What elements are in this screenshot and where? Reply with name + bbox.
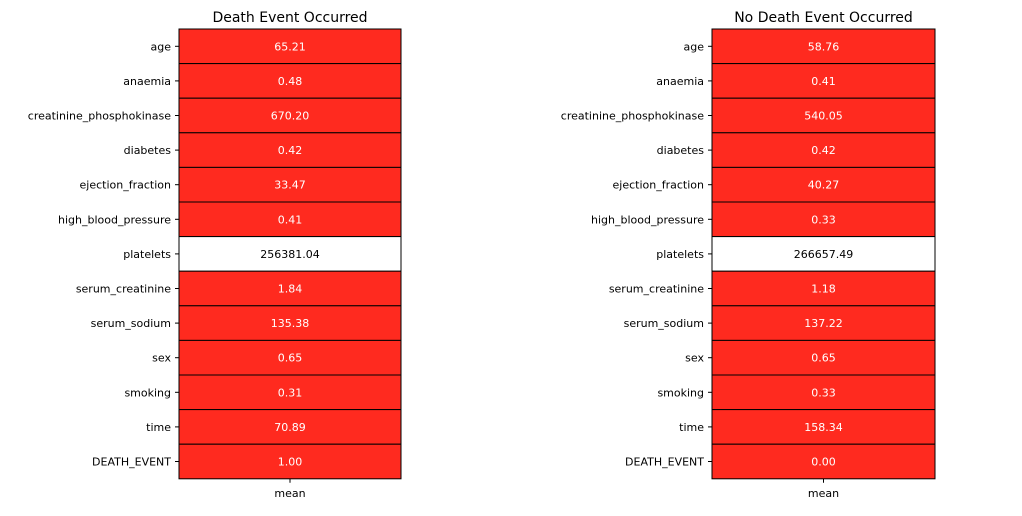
cell-value-age: 65.21 [274,40,306,53]
y-tick-label-anaemia: anaemia [656,75,704,88]
heatmap-cell-time [711,409,936,445]
x-tick-label-mean: mean [274,487,305,500]
y-tick-label-serum-sodium: serum_sodium [91,317,171,330]
y-tick-label-smoking: smoking [124,386,171,399]
cell-value-age: 58.76 [808,40,840,53]
y-tick-label-age: age [151,40,172,53]
y-tick-label-sex: sex [152,352,171,365]
y-tick-label-serum-sodium: serum_sodium [624,317,704,330]
cell-value-serum-sodium: 137.22 [804,317,843,330]
heatmap-cell-time [178,409,402,445]
cell-value-serum-creatinine: 1.84 [278,283,303,296]
cell-value-high-blood-pressure: 0.41 [278,213,303,226]
chart-title: No Death Event Occurred [734,10,913,26]
y-tick-label-age: age [684,40,705,53]
cell-value-time: 158.34 [804,421,843,434]
y-tick-label-time: time [679,421,704,434]
heatmap-cell-serum-sodium [711,305,936,341]
x-tick-label-mean: mean [808,487,839,500]
cell-value-creatinine-phosphokinase: 540.05 [804,110,843,123]
y-tick-label-platelets: platelets [123,248,171,261]
cell-value-ejection-fraction: 40.27 [808,179,840,192]
cell-value-diabetes: 0.42 [811,144,836,157]
heatmap-cell-anaemia [178,63,402,99]
cell-value-sex: 0.65 [811,352,836,365]
cell-value-platelets: 256381.04 [260,248,320,261]
heatmap-cell-sex [178,339,402,376]
heatmap-cell-high-blood-pressure [711,201,936,238]
cell-value-high-blood-pressure: 0.33 [811,213,836,226]
chart-title: Death Event Occurred [212,10,367,26]
cell-value-anaemia: 0.41 [811,75,836,88]
cell-value-death-event: 1.00 [278,456,303,469]
y-tick-label-smoking: smoking [657,386,704,399]
cell-value-serum-creatinine: 1.18 [811,283,836,296]
heatmap-cell-smoking [178,374,402,411]
y-tick-label-ejection-fraction: ejection_fraction [613,179,704,192]
y-tick-label-anaemia: anaemia [123,75,171,88]
y-tick-label-high-blood-pressure: high_blood_pressure [58,213,171,226]
cell-value-serum-sodium: 135.38 [271,317,310,330]
cell-value-platelets: 266657.49 [794,248,854,261]
y-tick-label-diabetes: diabetes [657,144,705,157]
y-tick-label-ejection-fraction: ejection_fraction [80,179,171,192]
heatmap-cell-diabetes [711,132,936,168]
heatmap-cell-high-blood-pressure [178,201,402,238]
y-tick-label-high-blood-pressure: high_blood_pressure [591,213,704,226]
cell-value-ejection-fraction: 33.47 [274,179,306,192]
y-tick-label-serum-creatinine: serum_creatinine [609,283,704,296]
y-tick-label-death-event: DEATH_EVENT [625,456,704,469]
cell-value-sex: 0.65 [278,352,303,365]
y-tick-label-serum-creatinine: serum_creatinine [76,283,171,296]
y-tick-label-platelets: platelets [656,248,704,261]
y-tick-label-time: time [146,421,171,434]
cell-value-death-event: 0.00 [811,456,836,469]
heatmap-panel-1: Death Event Occurred 65.21 age 0.48 anaemia 6… [28,10,402,500]
y-tick-label-creatinine-phosphokinase: creatinine_phosphokinase [28,110,171,123]
heatmap-cell-anaemia [711,63,936,99]
cell-value-smoking: 0.33 [811,386,836,399]
y-tick-label-sex: sex [685,352,704,365]
y-tick-label-creatinine-phosphokinase: creatinine_phosphokinase [561,110,704,123]
cell-value-creatinine-phosphokinase: 670.20 [271,110,310,123]
heatmap-cell-age [178,28,402,65]
heatmap-cell-platelets [711,236,936,272]
y-tick-label-death-event: DEATH_EVENT [92,456,171,469]
heatmap-cell-platelets [178,236,402,272]
cell-value-time: 70.89 [274,421,306,434]
cell-value-smoking: 0.31 [278,386,303,399]
cell-value-diabetes: 0.42 [278,144,303,157]
heatmap-panel-2: No Death Event Occurred 58.76 age 0.41 anaem… [561,10,936,500]
cell-value-anaemia: 0.48 [278,75,303,88]
heatmap-cell-serum-creatinine [178,270,402,307]
y-tick-label-diabetes: diabetes [124,144,172,157]
